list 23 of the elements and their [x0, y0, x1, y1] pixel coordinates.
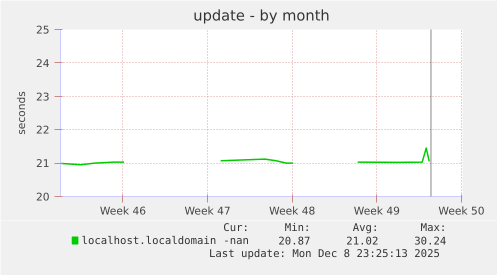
x-tick-label: Week 47	[184, 204, 231, 218]
text: Min:	[284, 221, 310, 234]
y-tick-label: 21	[36, 157, 50, 170]
text: Max:	[420, 221, 446, 234]
text: Avg:	[352, 221, 378, 234]
y-tick-label: 20	[36, 190, 50, 204]
text: Cur:	[223, 221, 249, 234]
x-tick-label: Week 50	[438, 204, 485, 218]
y-tick-label: 24	[36, 56, 50, 70]
text: Last update: Mon Dec 8 23:25:13 2025	[208, 247, 440, 260]
x-tick-label: Week 48	[269, 204, 316, 218]
y-tick-label: 22	[36, 124, 50, 137]
legend-label: localhost.localdomain	[82, 234, 216, 247]
y-tick-label: 25	[36, 24, 50, 36]
y-axis-title: seconds	[14, 90, 28, 135]
x-tick-label: Week 49	[354, 204, 400, 218]
text: 20.87	[278, 234, 310, 248]
x-tick-label: Week 46	[100, 204, 146, 218]
y-tick-label: 23	[36, 90, 50, 104]
text: -nan	[223, 234, 249, 247]
chart-title: update - by month	[193, 8, 330, 24]
text: 30.24	[414, 234, 446, 248]
text: 21.02	[346, 234, 378, 248]
